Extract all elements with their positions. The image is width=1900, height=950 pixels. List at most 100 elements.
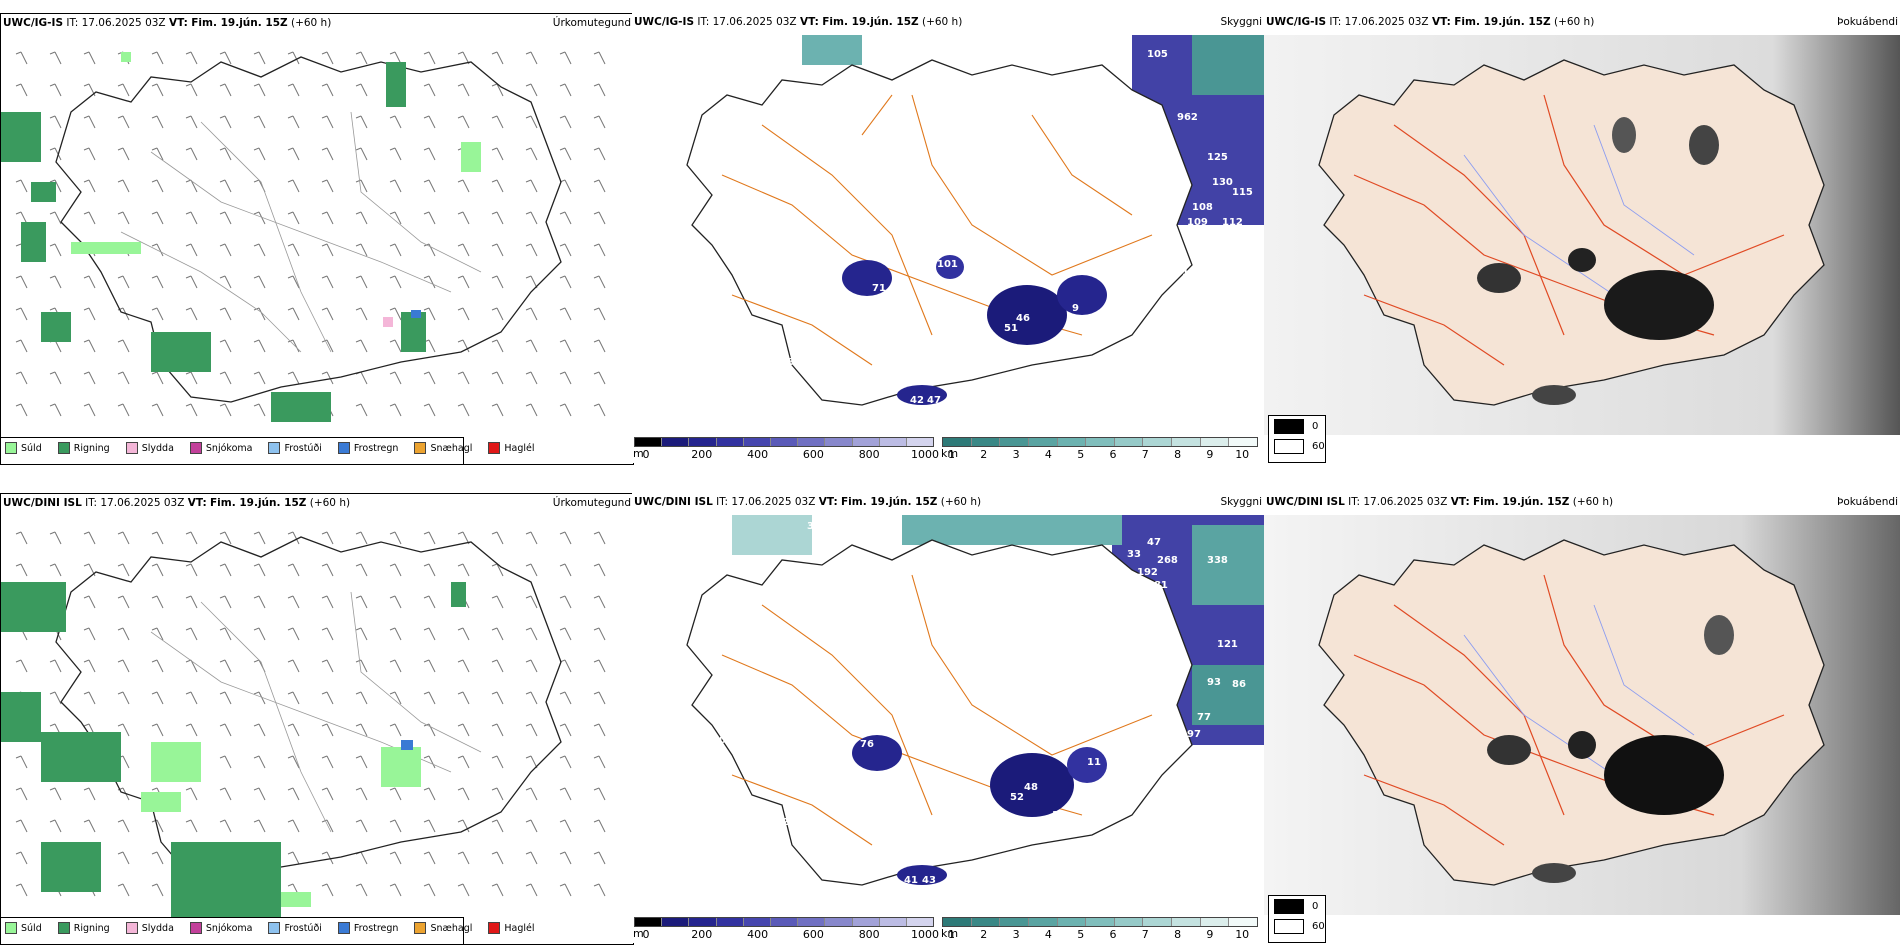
wind-barb xyxy=(49,51,62,65)
wind-barb xyxy=(253,563,266,577)
ceiling-value-label: 41 xyxy=(904,875,918,886)
precip-panel-bottom: UWC/DINI ISL IT: 17.06.2025 03Z VT: Fim.… xyxy=(0,493,634,945)
ceiling-value-label: 40 xyxy=(712,735,726,746)
wind-barb xyxy=(423,51,436,65)
wind-barb xyxy=(423,307,436,321)
ceiling-cell xyxy=(635,438,663,446)
ceiling-cell xyxy=(743,438,771,446)
wind-barb xyxy=(593,179,606,193)
wind-barb xyxy=(321,531,334,545)
wind-barb xyxy=(15,755,28,769)
vt-value: Fim. 19.jún. 15Z xyxy=(191,17,288,29)
wind-barb xyxy=(559,179,572,193)
model-name: UWC/IG-IS xyxy=(634,16,695,28)
wind-barb xyxy=(15,563,28,577)
ceiling-unit: m xyxy=(633,927,644,940)
wind-barb xyxy=(83,307,96,321)
wind-barb xyxy=(559,403,572,417)
wind-barb xyxy=(559,531,572,545)
wind-barb xyxy=(457,211,470,225)
wind-barb xyxy=(49,83,62,97)
wind-barb xyxy=(355,819,368,833)
wind-barb xyxy=(389,691,402,705)
legend-label: Haglél xyxy=(504,922,535,934)
ceiling-cell xyxy=(879,438,907,446)
wind-barb xyxy=(559,51,572,65)
wind-barb xyxy=(253,211,266,225)
legend-label: Snæhagl xyxy=(430,442,473,454)
wind-barb xyxy=(185,51,198,65)
wind-barb xyxy=(15,307,28,321)
wind-barb xyxy=(117,275,130,289)
legend-label: Haglél xyxy=(504,442,535,454)
wind-barb xyxy=(457,659,470,673)
legend-item: Slydda xyxy=(125,442,174,454)
wind-barb xyxy=(389,883,402,897)
wind-barb xyxy=(253,755,266,769)
fog-panel-top: UWC/IG-IS IT: 17.06.2025 03Z VT: Fim. 19… xyxy=(1264,13,1900,463)
wind-barb xyxy=(423,627,436,641)
ceiling-value-label: 111 xyxy=(1202,267,1223,278)
wind-barb xyxy=(151,275,164,289)
vis-tick-label: 1 xyxy=(947,928,955,941)
ceiling-value-label: 115 xyxy=(1232,187,1253,198)
wind-barb xyxy=(423,819,436,833)
panel-header: UWC/IG-IS IT: 17.06.2025 03Z VT: Fim. 19… xyxy=(1266,14,1898,30)
wind-barb xyxy=(423,787,436,801)
ceiling-value-label: 66 xyxy=(1132,177,1146,188)
wind-barb xyxy=(253,51,266,65)
wind-barb xyxy=(117,179,130,193)
wind-barb xyxy=(151,723,164,737)
vis-cell xyxy=(1172,438,1201,446)
legend-swatch xyxy=(414,442,427,454)
wind-barb xyxy=(15,851,28,865)
wind-barb xyxy=(491,243,504,257)
panel-title: Úrkomutegund xyxy=(552,497,631,509)
vt-label: VT: xyxy=(799,16,819,28)
legend-swatch xyxy=(488,922,501,934)
wind-barb xyxy=(491,147,504,161)
wind-barb xyxy=(49,659,62,673)
wind-barb xyxy=(389,819,402,833)
ceiling-value-label: 333 xyxy=(807,521,828,532)
wind-barb xyxy=(15,659,28,673)
ceiling-value-label: 97 xyxy=(1187,729,1201,740)
ceiling-cell xyxy=(825,438,853,446)
wind-barb xyxy=(151,851,164,865)
wind-barb xyxy=(253,83,266,97)
wind-barb xyxy=(151,691,164,705)
wind-barb xyxy=(491,691,504,705)
wind-barb xyxy=(525,691,538,705)
lead-time: (+60 h) xyxy=(940,496,982,508)
fog-key-value: 0 xyxy=(1312,900,1319,912)
wind-barb xyxy=(117,819,130,833)
ceiling-colorbar: 0 200 400 600 800 1000 m xyxy=(633,917,939,943)
wind-barb xyxy=(321,371,334,385)
wind-barb xyxy=(253,403,266,417)
lead-time: (+60 h) xyxy=(1553,16,1595,28)
vt-label: VT: xyxy=(818,496,838,508)
wind-barb xyxy=(355,339,368,353)
ceiling-tick-label: 1000 xyxy=(911,928,939,941)
wind-barb xyxy=(355,147,368,161)
wind-barb xyxy=(219,275,232,289)
wind-barb xyxy=(423,211,436,225)
ceiling-value-label: 42 xyxy=(910,395,924,406)
wind-barb xyxy=(151,115,164,129)
it-value: 17.06.2025 03Z xyxy=(81,17,166,29)
wind-barb xyxy=(83,211,96,225)
wind-barb xyxy=(49,403,62,417)
wind-barb xyxy=(559,339,572,353)
legend-item: Frostregn xyxy=(337,922,398,934)
wind-barb xyxy=(491,883,504,897)
wind-barb xyxy=(321,595,334,609)
wind-barb xyxy=(559,851,572,865)
vis-tick-label: 3 xyxy=(1012,928,1020,941)
wind-barb xyxy=(117,211,130,225)
fog-key-row: 60 xyxy=(1269,916,1325,936)
vt-value: Fim. 19.jún. 15Z xyxy=(822,16,919,28)
wind-barb xyxy=(491,371,504,385)
wind-barb xyxy=(525,851,538,865)
wind-barb xyxy=(389,627,402,641)
ceiling-tick-label: 1000 xyxy=(911,448,939,461)
